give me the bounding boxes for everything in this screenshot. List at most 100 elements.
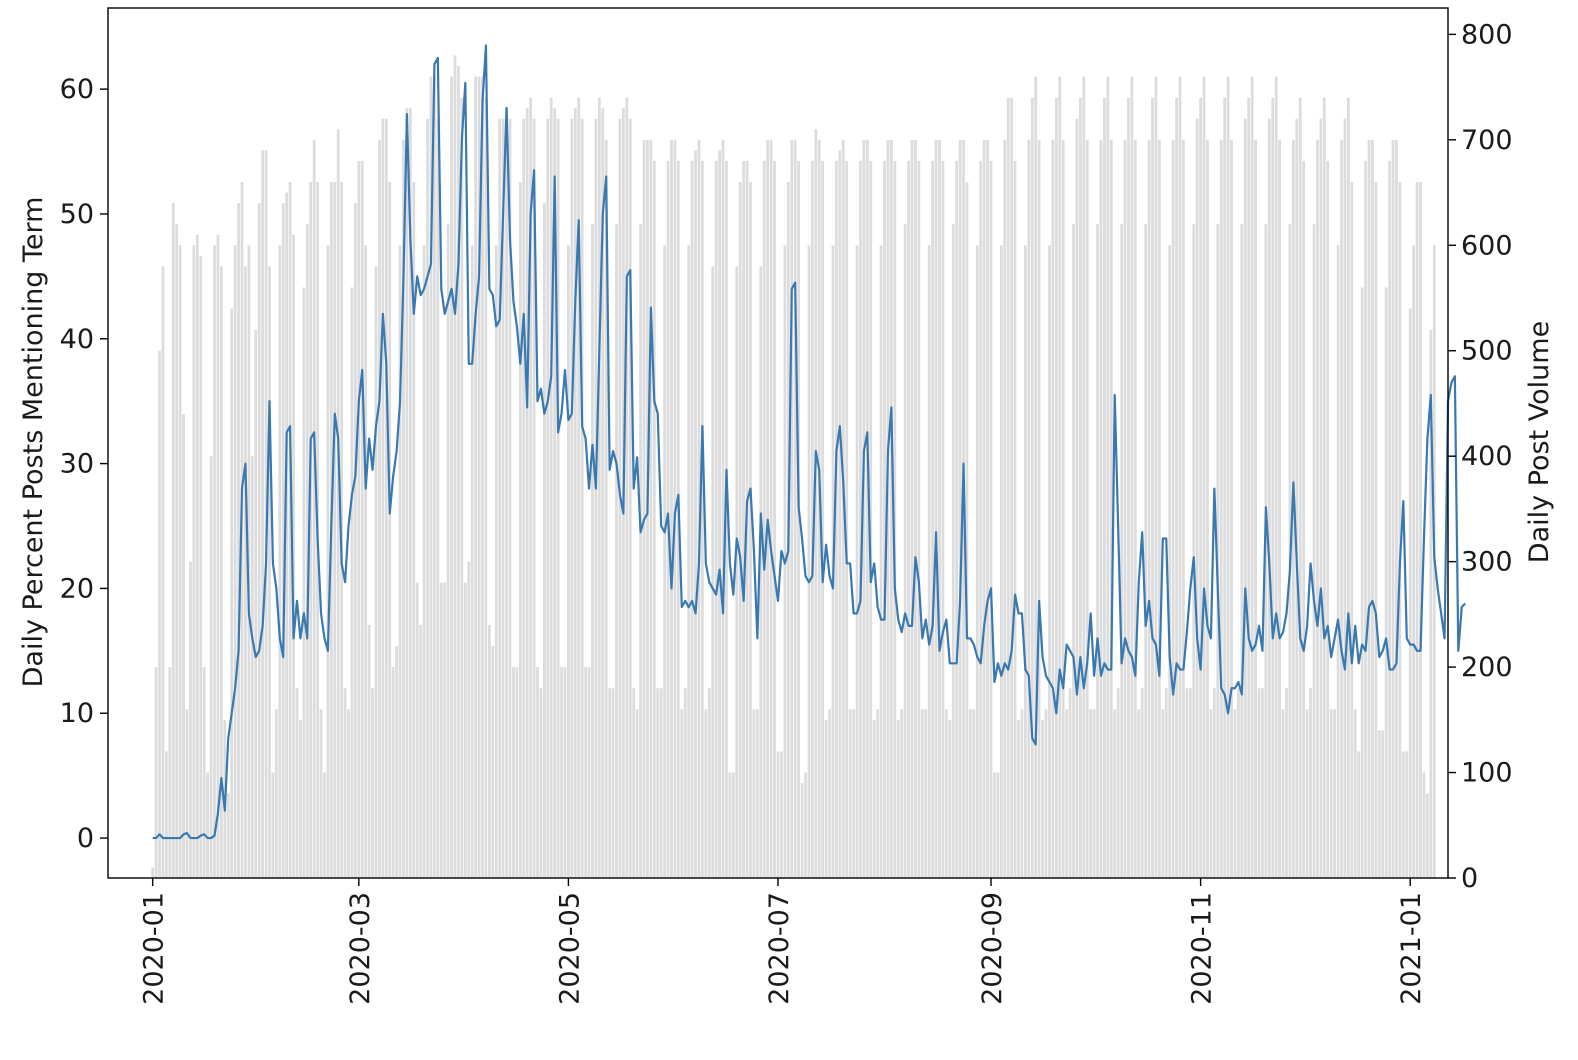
volume-bar [1127,97,1130,878]
volume-bar [611,688,615,878]
volume-bar [333,182,337,878]
volume-bar [1395,139,1398,878]
volume-bar [1113,709,1117,878]
volume-bar [920,709,924,878]
volume-bar [1051,139,1055,878]
volume-bar [1003,139,1007,878]
volume-bar [701,160,704,878]
volume-bar [360,160,364,878]
volume-bar [1182,139,1185,878]
volume-bar [1078,97,1082,878]
volume-bar [1426,793,1429,878]
volume-bar [608,688,612,878]
volume-bar [1017,719,1020,878]
volume-bar [556,118,560,879]
volume-bar [1013,160,1017,878]
volume-bar [852,709,855,878]
volume-bar [893,160,897,878]
right-axis-label: Daily Post Volume [1524,321,1555,563]
volume-bar [1237,688,1240,878]
volume-bar [683,688,687,878]
volume-bar [628,118,632,879]
volume-bar [268,266,271,878]
volume-bar [402,139,405,878]
volume-bar [536,667,539,878]
volume-bar [443,582,447,878]
volume-bar [1192,224,1196,878]
volume-bar [378,139,381,878]
left-tick-label: 40 [60,324,94,355]
volume-bar [707,688,711,878]
volume-bar [233,245,237,878]
volume-bar [168,667,172,878]
volume-bar [725,160,728,878]
volume-bar [649,139,653,878]
volume-bar [154,667,158,878]
plot-border [107,7,1449,879]
volume-bar [1298,97,1302,878]
volume-bar [862,139,866,878]
volume-bar [1419,182,1422,878]
x-tick-label: 2020-01 [139,892,170,1005]
volume-bar [1048,245,1051,878]
volume-bar [948,719,952,878]
volume-bar [756,709,759,878]
volume-bar [749,182,752,878]
volume-bar [508,118,512,879]
volume-bar [1240,224,1244,878]
volume-bar [577,97,581,878]
volume-bar [512,667,515,878]
volume-bar [938,139,941,878]
volume-bar [1422,772,1426,878]
left-tick-label: 0 [77,823,94,854]
volume-bar [1054,97,1058,878]
volume-bar [1175,97,1178,878]
right-tick-label: 500 [1461,336,1513,367]
x-tick-label: 2020-07 [764,892,795,1005]
volume-bar [364,245,368,878]
right-tick-label: 200 [1461,652,1513,683]
volume-bar [1096,224,1099,878]
volume-bar [601,108,605,879]
volume-bar [244,266,247,878]
volume-bar [1010,97,1014,878]
volume-bar [439,582,443,878]
volume-bar [1065,709,1068,878]
volume-bar [457,66,460,878]
volume-bar [931,160,934,878]
volume-bar [1274,76,1278,879]
volume-bar [903,224,907,878]
volume-bar [876,709,880,878]
volume-bar [965,182,969,878]
volume-bar [972,709,976,878]
volume-bar [1384,287,1388,878]
volume-bar [216,234,220,879]
volume-bar [288,182,292,878]
volume-bar [924,709,928,878]
volume-bar [752,709,756,878]
volume-bar [1381,730,1385,878]
volume-bar [1133,139,1137,878]
volume-bar [1364,160,1367,878]
volume-bar [1178,76,1182,879]
volume-bar [525,108,529,879]
volume-bar [1353,709,1357,878]
volume-bar [890,139,893,878]
volume-bar [663,245,666,878]
volume-bar [481,76,484,879]
volume-bar [422,245,426,878]
plot-frame [107,7,1449,879]
volume-bar [1151,97,1154,878]
volume-bar [979,160,983,878]
volume-bar [821,160,825,878]
volume-bar [680,709,684,878]
volume-bar [484,97,488,878]
volume-bar [1085,139,1089,878]
volume-bar [1312,224,1316,878]
volume-bar [1103,97,1106,878]
volume-bar [1243,118,1247,879]
volume-bar [1027,139,1031,878]
x-axis: 2020-01 2020-03 2020-05 2020-07 2020-09 2020-… [139,878,1427,1005]
volume-bar [1109,139,1113,878]
volume-bar [199,255,203,878]
